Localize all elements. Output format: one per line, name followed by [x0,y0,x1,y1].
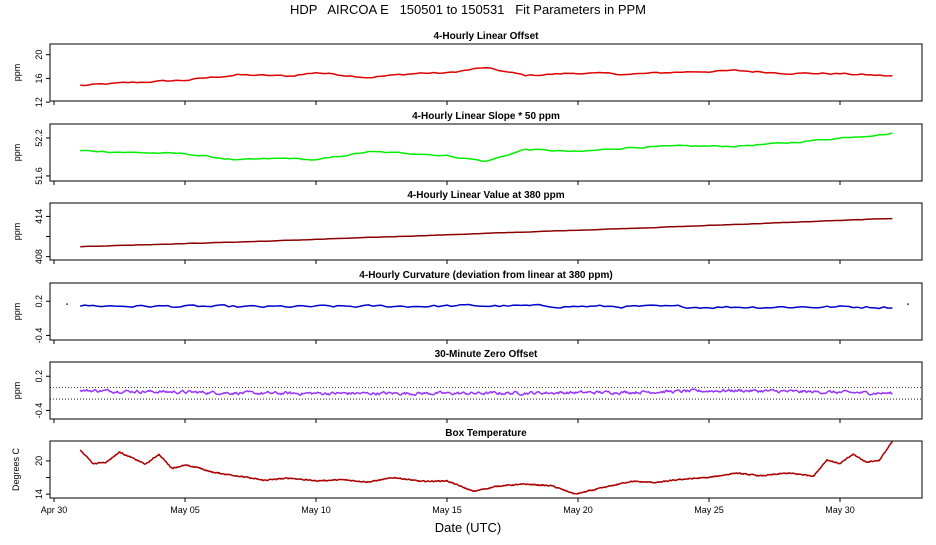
panel-title: 30-Minute Zero Offset [435,349,538,360]
y-tick-label: 14 [34,489,44,499]
panel-frame [49,123,923,182]
panel-frame [49,43,923,102]
panel-title: Box Temperature [445,428,527,439]
series-line [79,388,893,396]
series-line [80,217,893,248]
y-tick-label: 51.6 [34,167,44,185]
y-tick-label: 20 [34,50,44,60]
panel-frame [49,361,923,420]
x-tick-label: May 30 [825,505,855,515]
y-tick-label: 414 [34,209,44,224]
series-line [80,132,893,162]
chart-panels: 4-Hourly Linear Offsetppm1216204-Hourly … [11,31,923,499]
y-tick-label: 0.2 [34,295,44,308]
panel-6: Box Temperature Degrees C 14 20 [11,428,923,499]
data-point [907,303,909,305]
panel-title: 4-Hourly Linear Slope * 50 ppm [412,111,560,122]
y-tick-label: 20 [34,456,44,466]
y-axis-label: ppm [12,382,22,400]
y-axis-label: ppm [12,144,22,162]
y-tick-label: 408 [34,249,44,264]
y-tick-label: 16 [34,73,44,83]
x-tick-label: May 25 [694,505,724,515]
y-tick-label: 12 [34,97,44,107]
y-axis-label: ppm [12,303,22,321]
series-line [79,440,894,495]
x-axis-label: Date (UTC) [435,520,501,535]
panel-5: 30-Minute Zero Offset ppm -0.4 0.2 [12,349,923,420]
panel-frame [49,202,923,261]
y-axis-label: Degrees C [11,447,21,491]
series-line [80,67,893,87]
y-axis-label: ppm [12,64,22,82]
x-tick-label: May 05 [170,505,200,515]
y-tick-label: 0.2 [34,370,44,383]
y-axis-label: ppm [12,223,22,241]
x-axis: Apr 30 May 05 May 10 May 15 May 20 May 25 May … [41,101,855,515]
x-tick-label: Apr 30 [41,505,68,515]
panel-frame [49,282,923,341]
main-title: HDP AIRCOA E 150501 to 150531 Fit Parame… [290,2,646,17]
x-tick-label: May 20 [563,505,593,515]
panel-4: 4-Hourly Curvature (deviation from linea… [12,270,923,344]
data-point [66,303,68,305]
series-line [80,303,893,310]
y-tick-label: 52.2 [34,129,44,147]
panel-title: 4-Hourly Curvature (deviation from linea… [359,270,612,281]
panel-2: 4-Hourly Linear Slope * 50 ppm ppm 51.6 52.… [12,111,923,185]
panel-title: 4-Hourly Linear Offset [433,31,539,42]
panel-frame [49,440,923,499]
x-tick-label: May 10 [301,505,331,515]
y-tick-label: -0.4 [34,328,44,344]
y-tick-label: -0.4 [34,403,44,419]
panel-3: 4-Hourly Linear Value at 380 ppm ppm 408 41… [12,190,923,264]
panel-title: 4-Hourly Linear Value at 380 ppm [407,190,564,201]
panel-1: 4-Hourly Linear Offset ppm 12 16 20 [12,31,923,107]
x-tick-label: May 15 [432,505,462,515]
